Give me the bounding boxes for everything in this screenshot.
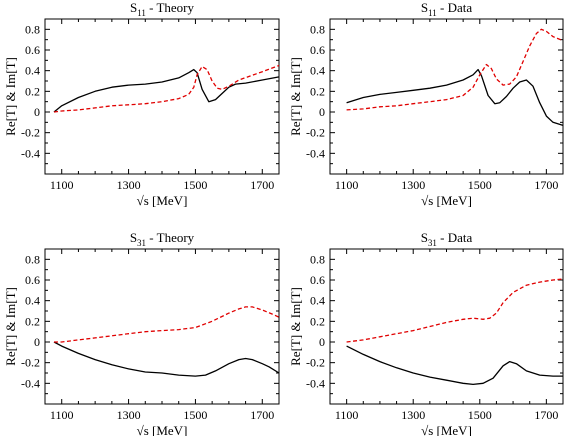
- solid-series-line: [346, 345, 563, 386]
- y-tick-label: 0: [34, 335, 40, 349]
- x-tick-label: 1700: [534, 178, 558, 192]
- solid-series-line: [346, 68, 564, 127]
- dashed-series-line: [346, 278, 564, 343]
- y-tick-label: 0: [319, 105, 325, 119]
- x-tick-label: 1500: [468, 178, 492, 192]
- x-tick-label: 1700: [250, 408, 274, 422]
- y-axis-label: Re[T] & Im[T]: [3, 287, 18, 366]
- dashed-series-line: [346, 28, 564, 111]
- y-tick-label: 0.4: [310, 294, 325, 308]
- y-tick-label: 0.6: [310, 43, 325, 57]
- y-tick-label: -0.4: [21, 146, 40, 160]
- x-tick-label: 1100: [335, 178, 359, 192]
- x-tick-label: 1500: [183, 408, 207, 422]
- y-tick-label: 0.6: [310, 273, 325, 287]
- x-tick-label: 1300: [117, 178, 141, 192]
- panel-title: S31 - Data: [421, 230, 473, 248]
- x-tick-label: 1100: [335, 408, 359, 422]
- solid-series-line: [53, 341, 280, 377]
- y-tick-label: 0.8: [310, 252, 325, 266]
- y-tick-label: -0.2: [21, 126, 40, 140]
- y-tick-label: -0.4: [306, 146, 325, 160]
- y-axis-label: Re[T] & Im[T]: [288, 287, 303, 366]
- chart-panel-3: 1100 1300 1500 1700 0.8 0.6 0.4 0.2 0 -0.2 -0.4 S31…: [3, 230, 280, 436]
- plot-frame: [329, 18, 564, 175]
- chart-panel-4: 1100 1300 1500 1700 0.8 0.6 0.4 0.2 0 -0.2 -0.4 S31…: [288, 230, 564, 436]
- y-tick-label: 0.2: [25, 84, 40, 98]
- y-tick-label: -0.2: [21, 356, 40, 370]
- x-tick-label: 1300: [401, 408, 425, 422]
- x-tick-label: 1500: [183, 178, 207, 192]
- y-axis-label: Re[T] & Im[T]: [288, 57, 303, 136]
- y-tick-label: 0.6: [25, 273, 40, 287]
- x-tick-label: 1700: [534, 408, 558, 422]
- y-tick-label: -0.4: [306, 376, 325, 390]
- y-tick-label: 0: [319, 335, 325, 349]
- x-tick-label: 1300: [401, 178, 425, 192]
- y-tick-label: 0.4: [25, 64, 40, 78]
- x-tick-label: 1100: [50, 178, 74, 192]
- x-tick-label: 1100: [50, 408, 74, 422]
- x-axis-label: √s [MeV]: [421, 423, 472, 436]
- x-axis-label: √s [MeV]: [137, 193, 188, 208]
- x-axis-label: √s [MeV]: [137, 423, 188, 436]
- chart-panel-2: 1100 1300 1500 1700 0.8 0.6 0.4 0.2 0 -0.2 -0.4 S11…: [288, 0, 564, 208]
- dashed-series-line: [53, 64, 280, 113]
- plot-frame: [44, 248, 280, 405]
- y-axis-label: Re[T] & Im[T]: [3, 57, 18, 136]
- y-tick-label: 0.8: [25, 22, 40, 36]
- y-tick-label: 0: [34, 105, 40, 119]
- x-tick-label: 1300: [117, 408, 141, 422]
- y-tick-label: 0.8: [25, 252, 40, 266]
- y-tick-label: -0.4: [21, 376, 40, 390]
- dashed-series-line: [54, 306, 280, 343]
- x-tick-label: 1500: [468, 408, 492, 422]
- panel-title: S31 - Theory: [130, 230, 195, 248]
- y-tick-label: 0.2: [310, 84, 325, 98]
- y-tick-label: 0.4: [25, 294, 40, 308]
- x-axis-label: √s [MeV]: [421, 193, 472, 208]
- y-tick-label: 0.2: [310, 314, 325, 328]
- x-tick-label: 1700: [250, 178, 274, 192]
- y-tick-label: -0.2: [306, 356, 325, 370]
- y-tick-label: -0.2: [306, 126, 325, 140]
- y-tick-label: 0.4: [310, 64, 325, 78]
- solid-series-line: [53, 68, 280, 113]
- chart-panel-1: 1100 1300 1500 1700 0.8 0.6 0.4 0.2 0 -0.2 -0.4 S11…: [3, 0, 280, 208]
- y-tick-label: 0.8: [310, 22, 325, 36]
- y-tick-label: 0.6: [25, 43, 40, 57]
- y-tick-label: 0.2: [25, 314, 40, 328]
- panel-title: S11 - Data: [421, 0, 473, 18]
- panel-title: S11 - Theory: [130, 0, 195, 18]
